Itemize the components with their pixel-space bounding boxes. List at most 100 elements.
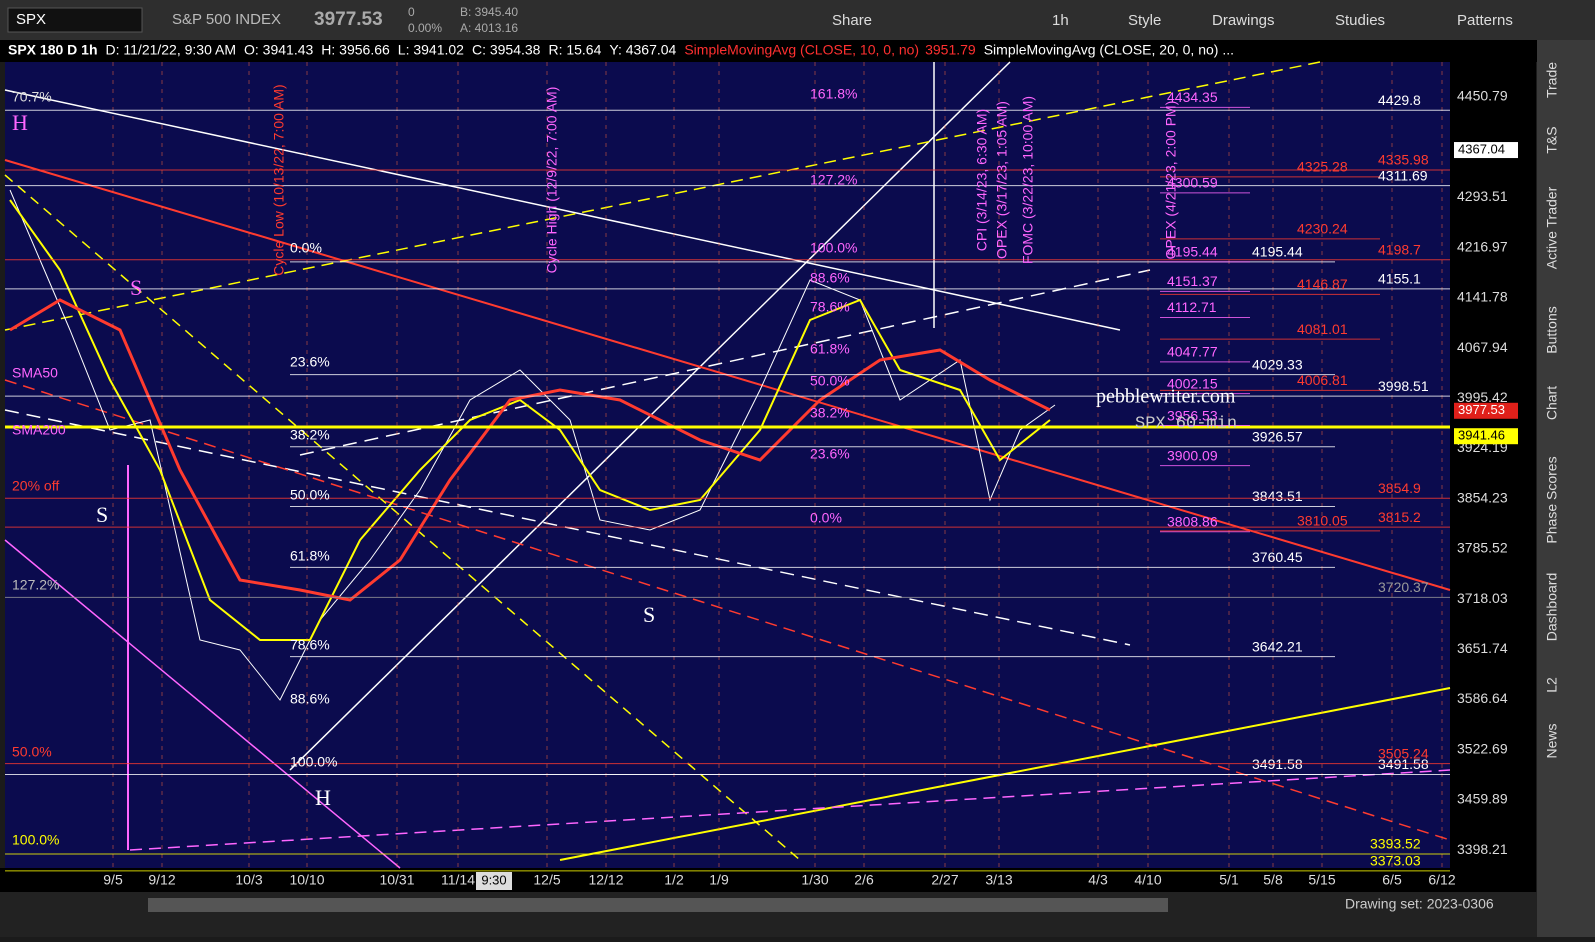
level-label: 4325.28 (1297, 159, 1348, 175)
side-tab[interactable]: L2 (1544, 677, 1560, 693)
x-tick-label: 10/10 (289, 872, 324, 888)
level-label: 4335.98 (1378, 152, 1429, 168)
symbol-box[interactable] (7, 7, 143, 33)
level-label: 4155.1 (1378, 271, 1421, 287)
toolbar-button[interactable]: Style (1128, 12, 1161, 29)
fib-label: 127.2% (12, 577, 59, 593)
side-tab[interactable]: Chart (1544, 386, 1560, 420)
level-label: 3505.24 (1378, 745, 1429, 761)
y-tick-label: 4293.51 (1457, 188, 1508, 204)
level-label: 3956.53 (1167, 407, 1218, 423)
watermark: pebblewriter.com (1096, 386, 1236, 408)
y-tick-label: 3522.69 (1457, 740, 1508, 756)
fib-label: 61.8% (810, 341, 850, 357)
event-label: FOMC (3/22/23, 10:00 AM) (1020, 96, 1036, 264)
side-tab[interactable]: Buttons (1544, 306, 1560, 353)
y-tick-label: 3718.03 (1457, 590, 1508, 606)
level-label: 4230.24 (1297, 221, 1348, 237)
level-label: 3491.58 (1252, 756, 1303, 772)
x-tick-label: 5/1 (1219, 872, 1239, 888)
ask: A: 4013.16 (460, 21, 518, 35)
y-tick-label: 4450.79 (1457, 88, 1508, 104)
y-tick-label: 3785.52 (1457, 540, 1508, 556)
event-label: CPI (3/14/23, 6:30 AM) (974, 109, 990, 251)
toolbar (0, 0, 1595, 40)
event-label: OPEX (4/21/23, 2:00 PM) (1163, 101, 1179, 260)
change-pct: 0.00% (408, 21, 442, 35)
fib-label: 38.2% (290, 427, 330, 443)
chart-area (5, 62, 1450, 868)
y-tick-label: 3586.64 (1457, 690, 1508, 706)
x-tick-label: 10/31 (379, 872, 414, 888)
toolbar-button[interactable]: Drawings (1212, 12, 1275, 29)
side-tab[interactable]: Dashboard (1544, 573, 1560, 642)
scrollbar[interactable] (148, 898, 1168, 912)
watermark: SPX 60-min (1135, 414, 1237, 433)
toolbar-button[interactable]: 1h (1052, 12, 1069, 29)
fib-label: 78.6% (810, 299, 850, 315)
fib-label: 161.8% (810, 86, 857, 102)
level-label: 4311.69 (1378, 167, 1428, 183)
level-label: 4198.7 (1378, 241, 1421, 257)
drawing-set: Drawing set: 2023-0306 (1345, 896, 1494, 912)
side-tab[interactable]: Phase Scores (1544, 456, 1560, 543)
level-label: 4047.77 (1167, 344, 1218, 360)
pattern-label: S (643, 602, 655, 627)
fib-label: 88.6% (290, 691, 330, 707)
side-tab[interactable]: Active Trader (1544, 186, 1560, 269)
level-label: 3720.37 (1378, 579, 1429, 595)
x-tick-label: 1/30 (801, 872, 828, 888)
x-tick-label: 12/12 (588, 872, 623, 888)
pattern-label: S (96, 502, 108, 527)
fib-label: 50.0% (810, 373, 850, 389)
x-tick-label: 1/9 (709, 872, 729, 888)
level-label: 3854.9 (1378, 480, 1421, 496)
x-tick-label: 5/15 (1308, 872, 1335, 888)
fib-label: 100.0% (12, 832, 59, 848)
info-field: SPX 180 D 1h (8, 42, 98, 58)
level-label: 3815.2 (1378, 509, 1421, 525)
fib-label: 0.0% (810, 510, 842, 526)
price-badge-label: 4367.04 (1458, 141, 1505, 156)
toolbar-button[interactable]: Share (832, 12, 872, 29)
level-label: 4006.81 (1297, 372, 1348, 388)
x-tick-label: 12/5 (533, 872, 560, 888)
x-tick-label: 9/5 (103, 872, 123, 888)
x-tick-label: 11/14 (441, 872, 475, 888)
toolbar-button[interactable]: Studies (1335, 12, 1385, 29)
level-label: 4081.01 (1297, 321, 1348, 337)
pattern-label: S (130, 275, 142, 300)
pattern-label: H (12, 110, 28, 135)
x-tick-label: 5/8 (1263, 872, 1283, 888)
side-tab[interactable]: T&S (1544, 126, 1560, 153)
fib-label: 88.6% (810, 270, 850, 286)
crosshair-box (476, 872, 512, 890)
info-field: H: 3956.66 (321, 42, 390, 58)
level-label: 4029.33 (1252, 356, 1303, 372)
level-label: 4195.44 (1167, 244, 1218, 260)
side-tab[interactable]: News (1544, 723, 1560, 758)
pattern-label: H (315, 785, 331, 810)
event-label: Cycle Low (10/13/22, 7:00 AM) (271, 84, 287, 275)
level-label: 3491.58 (1378, 756, 1429, 772)
info-field: Y: 4367.04 (609, 42, 676, 58)
price-badge-label: 3977.53 (1458, 402, 1505, 417)
date-axis (0, 868, 1450, 892)
level-label: 4434.35 (1167, 89, 1218, 105)
last-price: 3977.53 (314, 9, 383, 30)
info-field: D: 11/21/22, 9:30 AM (106, 42, 237, 58)
fib-label: 20% off (12, 478, 59, 494)
x-tick-label: 2/6 (854, 872, 874, 888)
y-tick-label: 4067.94 (1457, 339, 1508, 355)
price-badge (1454, 142, 1518, 159)
info-bar (0, 40, 1595, 62)
fib-label: 50.0% (290, 487, 330, 503)
y-tick-label: 3995.42 (1457, 389, 1508, 405)
level-label: 3843.51 (1252, 488, 1303, 504)
side-tab[interactable]: Trade (1544, 62, 1560, 98)
y-tick-label: 3398.21 (1457, 841, 1508, 857)
bid: B: 3945.40 (460, 5, 518, 19)
study-label: SimpleMovingAvg (CLOSE, 20, 0, no) ... (984, 42, 1234, 58)
y-tick-label: 4216.97 (1457, 238, 1508, 254)
toolbar-button[interactable]: Patterns (1457, 12, 1513, 29)
